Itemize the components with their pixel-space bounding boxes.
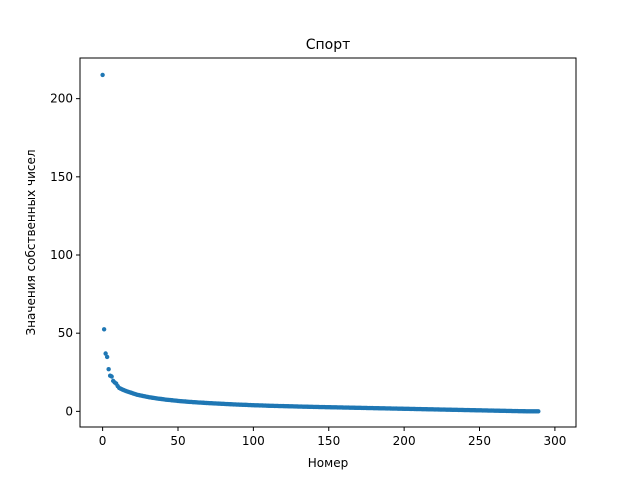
data-point xyxy=(536,409,541,414)
x-tick-label: 100 xyxy=(242,434,265,448)
data-point xyxy=(103,351,108,356)
data-point xyxy=(106,366,111,372)
x-tick-label: 200 xyxy=(393,434,416,448)
x-tick-label: 150 xyxy=(317,434,340,448)
x-tick-label: 50 xyxy=(170,434,185,448)
y-tick-label: 100 xyxy=(50,248,73,262)
data-point xyxy=(109,374,114,379)
x-axis-ticks: 0 50 100 150 200 250 300 xyxy=(99,427,566,448)
chart-title: Спорт xyxy=(306,37,351,53)
y-axis-ticks: 0 50 100 150 200 xyxy=(50,92,80,418)
data-point xyxy=(101,327,107,332)
x-tick-label: 300 xyxy=(543,434,566,448)
data-points xyxy=(100,72,541,414)
x-tick-label: 250 xyxy=(468,434,491,448)
y-axis-label: Значения собственных чисел xyxy=(24,149,38,335)
y-tick-label: 50 xyxy=(58,326,73,340)
y-tick-label: 150 xyxy=(50,170,73,184)
x-tick-label: 0 xyxy=(99,434,107,448)
y-tick-label: 200 xyxy=(50,92,73,106)
data-point xyxy=(100,72,105,78)
data-point xyxy=(104,354,110,360)
plot-area-frame xyxy=(79,57,577,428)
y-tick-label: 0 xyxy=(65,404,73,418)
x-axis-label: Номер xyxy=(308,456,348,470)
